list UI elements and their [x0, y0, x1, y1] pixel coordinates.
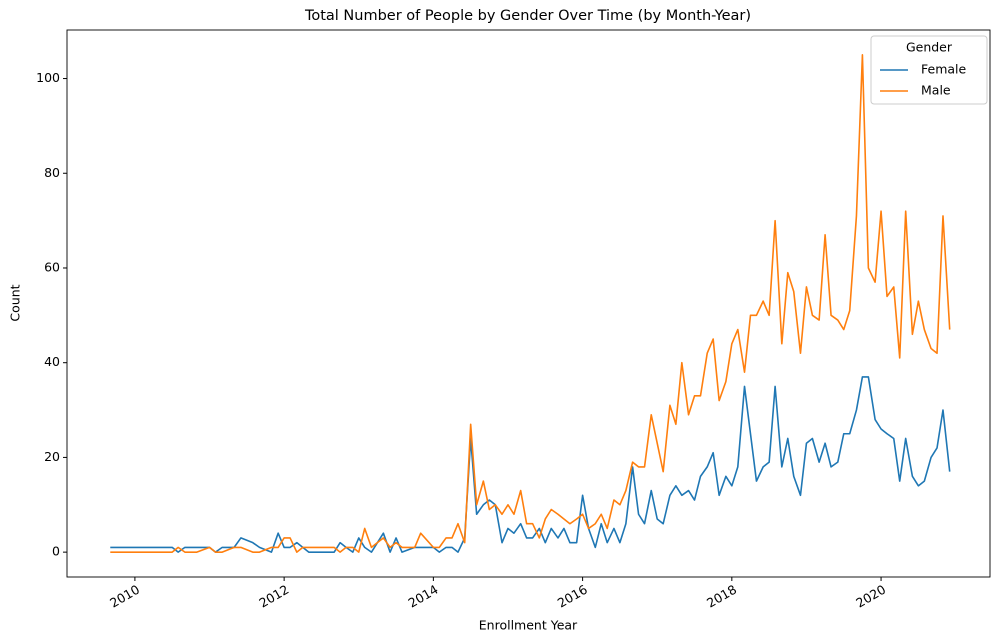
- y-tick-label: 60: [44, 259, 60, 274]
- legend-label: Male: [921, 83, 951, 98]
- y-tick-label: 40: [44, 354, 60, 369]
- line-series: [110, 54, 951, 553]
- plot-frame: [66, 29, 991, 578]
- y-axis-label: Count: [8, 284, 23, 321]
- y-tick-label: 0: [52, 544, 60, 559]
- legend-label: Female: [921, 62, 967, 77]
- y-tick-label: 80: [44, 165, 60, 180]
- legend-box: [870, 35, 988, 105]
- legend-title: Gender: [906, 40, 953, 55]
- x-axis-label: Enrollment Year: [479, 618, 578, 633]
- y-tick-label: 20: [44, 449, 60, 464]
- chart-title: Total Number of People by Gender Over Ti…: [304, 8, 751, 24]
- y-tick-label: 100: [36, 70, 60, 85]
